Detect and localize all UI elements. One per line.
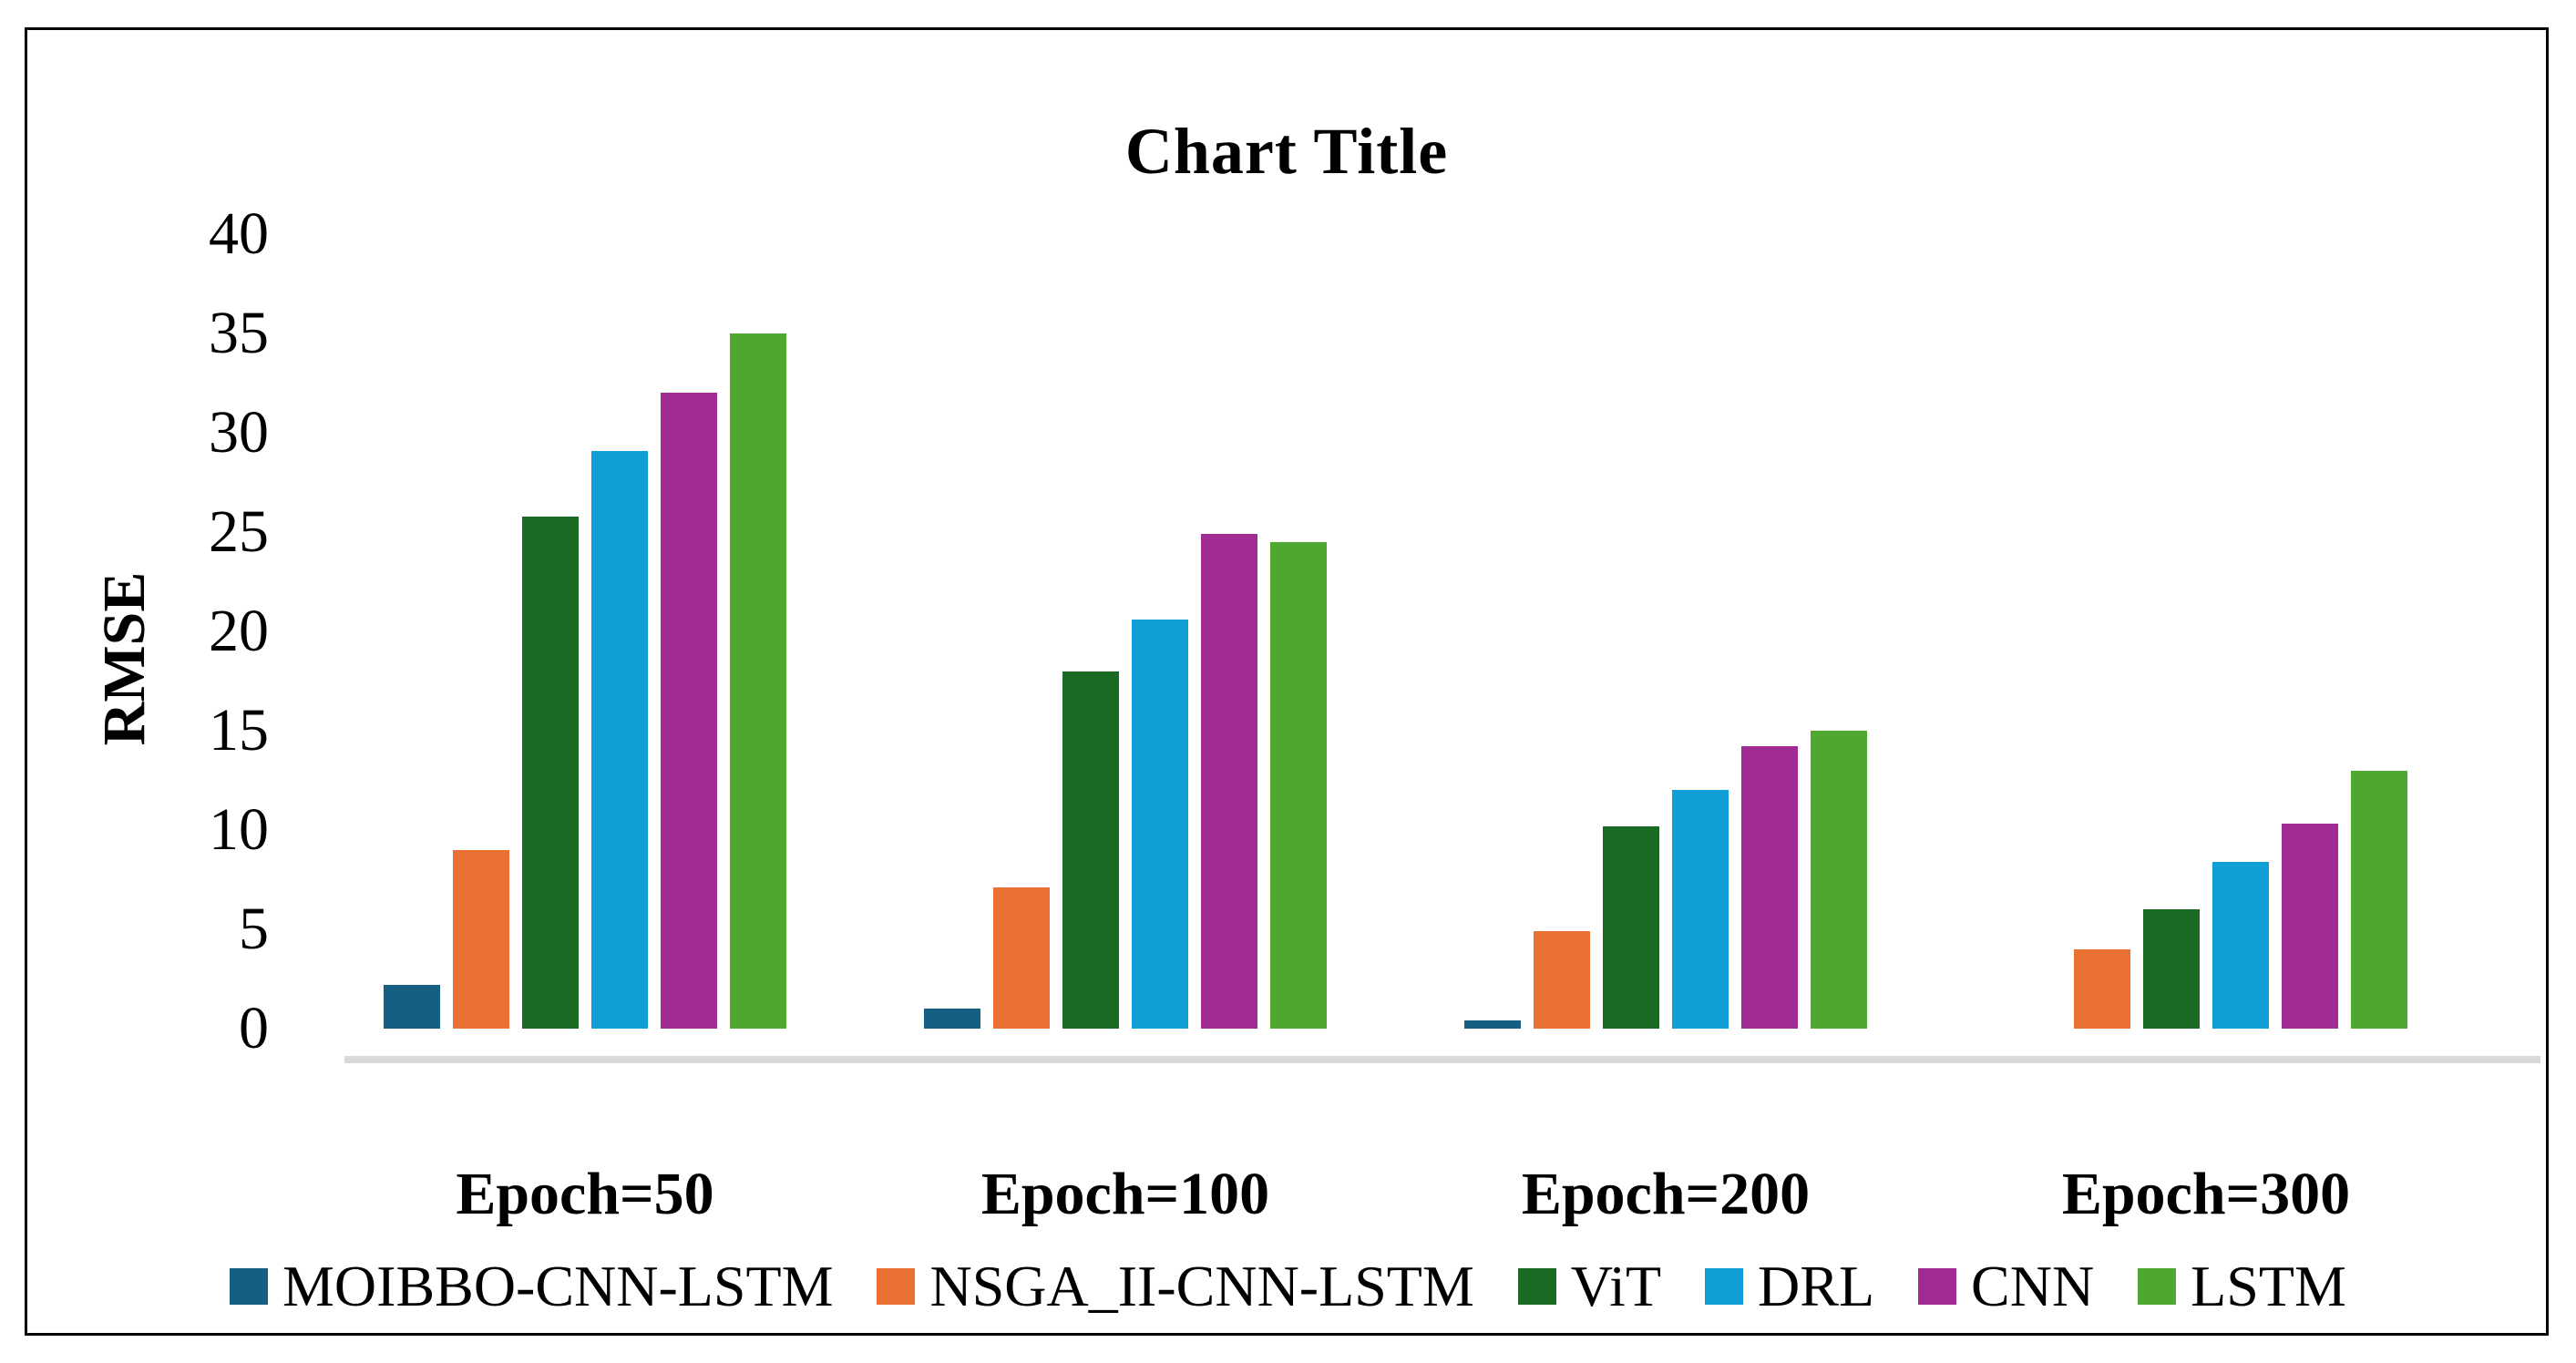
bar-DRL-Epoch=100 <box>1132 620 1188 1029</box>
bar-LSTM-Epoch=100 <box>1270 542 1327 1029</box>
bar-MOIBBO-CNN-LSTM-Epoch=50 <box>384 985 440 1029</box>
legend-label: ViT <box>1570 1254 1662 1318</box>
legend-label: NSGA_II-CNN-LSTM <box>929 1254 1474 1318</box>
y-tick-label: 5 <box>239 896 269 962</box>
legend-swatch-icon <box>877 1268 916 1305</box>
legend-item-MOIBBO-CNN-LSTM: MOIBBO-CNN-LSTM <box>230 1253 833 1320</box>
chart-border-frame: Chart Title RMSE 40 35 30 25 20 15 10 5 0 Epoch=… <box>25 27 2549 1336</box>
legend-swatch-icon <box>1918 1268 1957 1305</box>
bar-CNN-Epoch=200 <box>1741 746 1798 1029</box>
bar-ViT-Epoch=300 <box>2143 909 2200 1029</box>
bar-NSGA_II-CNN-LSTM-Epoch=100 <box>993 887 1050 1029</box>
legend-swatch-icon <box>2138 1268 2177 1305</box>
bar-NSGA_II-CNN-LSTM-Epoch=200 <box>1534 931 1590 1029</box>
legend-swatch-icon <box>1705 1268 1744 1305</box>
y-tick-label: 35 <box>209 300 269 366</box>
legend-swatch-icon <box>1517 1268 1556 1305</box>
legend-label: CNN <box>1971 1254 2095 1318</box>
legend-item-CNN: CNN <box>1918 1253 2094 1320</box>
x-axis-label-Epoch=50: Epoch=50 <box>456 1161 714 1227</box>
legend-item-LSTM: LSTM <box>2138 1253 2346 1320</box>
y-tick-label: 0 <box>239 995 269 1061</box>
bar-CNN-Epoch=300 <box>2282 824 2338 1029</box>
bar-CNN-Epoch=50 <box>661 393 717 1029</box>
bar-DRL-Epoch=200 <box>1672 790 1729 1029</box>
bar-NSGA_II-CNN-LSTM-Epoch=300 <box>2074 949 2130 1029</box>
bar-ViT-Epoch=200 <box>1603 826 1659 1029</box>
bar-ViT-Epoch=50 <box>522 517 579 1029</box>
legend-item-ViT: ViT <box>1517 1253 1662 1320</box>
legend-label: LSTM <box>2191 1254 2346 1318</box>
y-tick-label: 20 <box>209 598 269 664</box>
x-axis-line <box>344 1056 2540 1063</box>
bar-MOIBBO-CNN-LSTM-Epoch=200 <box>1464 1020 1521 1029</box>
legend-label: MOIBBO-CNN-LSTM <box>282 1254 834 1318</box>
legend-label: DRL <box>1758 1254 1875 1318</box>
bar-LSTM-Epoch=300 <box>2351 771 2407 1029</box>
bar-LSTM-Epoch=200 <box>1811 731 1867 1029</box>
x-axis-label-Epoch=200: Epoch=200 <box>1521 1161 1811 1227</box>
x-axis-label-Epoch=300: Epoch=300 <box>2061 1161 2351 1227</box>
y-tick-label: 40 <box>209 200 269 267</box>
bar-ViT-Epoch=100 <box>1062 671 1119 1029</box>
chart-title: Chart Title <box>1124 115 1449 188</box>
legend-swatch-icon <box>230 1268 268 1305</box>
y-tick-label: 30 <box>209 399 269 466</box>
legend: MOIBBO-CNN-LSTM NSGA_II-CNN-LSTM ViT DRL CNN… <box>230 1253 2346 1320</box>
bar-MOIBBO-CNN-LSTM-Epoch=100 <box>924 1009 980 1029</box>
bar-DRL-Epoch=300 <box>2212 862 2269 1029</box>
bar-CNN-Epoch=100 <box>1201 534 1257 1029</box>
y-tick-label: 15 <box>209 697 269 763</box>
bar-LSTM-Epoch=50 <box>730 333 786 1029</box>
bar-DRL-Epoch=50 <box>591 451 648 1029</box>
x-axis-label-Epoch=100: Epoch=100 <box>980 1161 1270 1227</box>
y-tick-label: 25 <box>209 498 269 565</box>
y-tick-label: 10 <box>209 796 269 863</box>
legend-item-DRL: DRL <box>1705 1253 1874 1320</box>
legend-item-NSGA_II-CNN-LSTM: NSGA_II-CNN-LSTM <box>877 1253 1474 1320</box>
bar-NSGA_II-CNN-LSTM-Epoch=50 <box>453 850 509 1029</box>
